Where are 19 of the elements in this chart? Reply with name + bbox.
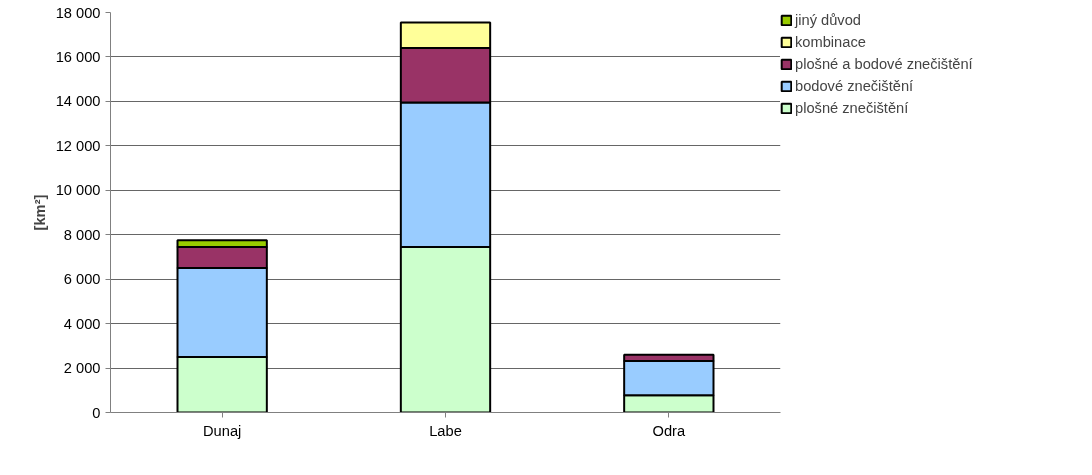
y-tick-label: 16 000 <box>55 48 101 65</box>
y-axis-title: [km²] <box>31 194 48 231</box>
legend-label: jiný důvod <box>795 12 861 28</box>
legend-label: bodové znečištění <box>795 78 914 94</box>
x-tick-label: Dunaj <box>203 422 242 439</box>
x-tick-label: Labe <box>429 422 462 439</box>
x-tick-label: Odra <box>652 422 686 439</box>
y-tick-label: 8 000 <box>63 226 101 243</box>
y-tick-label: 14 000 <box>55 93 101 110</box>
y-tick-label: 6 000 <box>63 271 101 288</box>
y-tick-label: 0 <box>92 404 101 421</box>
y-tick-label: 10 000 <box>55 182 101 199</box>
legend-label: plošné a bodové znečištění <box>795 56 973 72</box>
legend-label: plošné znečištění <box>795 100 909 116</box>
y-tick-label: 4 000 <box>63 315 101 332</box>
y-tick-label: 12 000 <box>55 137 101 154</box>
legend-label: kombinace <box>795 34 866 50</box>
y-tick-label: 18 000 <box>55 4 101 21</box>
y-tick-label: 2 000 <box>63 360 101 377</box>
